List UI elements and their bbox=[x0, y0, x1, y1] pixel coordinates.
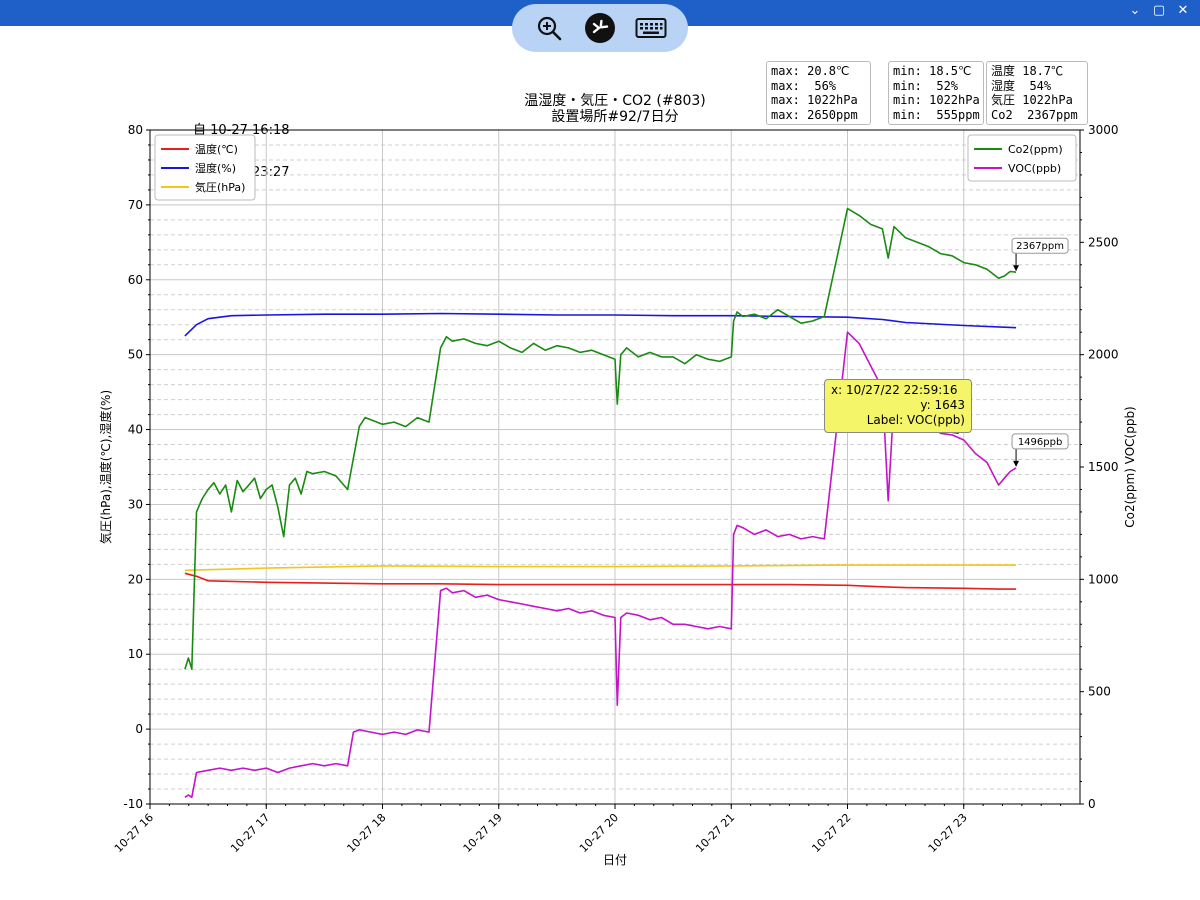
keyboard-icon[interactable] bbox=[633, 10, 669, 46]
y-tick-right-label: 3000 bbox=[1088, 123, 1119, 137]
annotation-layer: 2367ppm 1496ppb bbox=[910, 237, 1069, 467]
annotation-box bbox=[1011, 433, 1069, 450]
y-tick-right-label: 500 bbox=[1088, 685, 1111, 699]
series-line bbox=[184, 564, 1017, 572]
tooltip-label: Label: VOC(ppb) bbox=[866, 413, 965, 427]
y-tick-right-label: 1500 bbox=[1088, 460, 1119, 474]
maximize-icon[interactable]: ▢ bbox=[1152, 3, 1166, 18]
y-tick-left-label: 0 bbox=[135, 722, 143, 736]
legend-layer: 温度(℃) 湿度(%) 気圧(hPa) Co2(ppm) VOC(ppb) bbox=[154, 134, 1077, 201]
grid bbox=[150, 130, 1080, 804]
stats-min-box: min: 18.5℃ min: 52% min: 1022hPa min: 55… bbox=[888, 61, 984, 125]
annotation-label: 1496ppb bbox=[1018, 437, 1063, 448]
x-tick-label: 10-27 21 bbox=[693, 811, 737, 855]
legend-left-label: 湿度(%) bbox=[195, 161, 236, 175]
chart-title: 温湿度・気圧・CO2 (#803) 設置場所#92/7日分 bbox=[480, 93, 750, 125]
series-line bbox=[184, 312, 1017, 337]
legend-right-label: VOC(ppb) bbox=[1008, 162, 1061, 175]
chart-title-line1: 温湿度・気圧・CO2 (#803) bbox=[524, 93, 706, 109]
y-tick-left-label: 20 bbox=[128, 572, 143, 586]
chart-title-line2: 設置場所#92/7日分 bbox=[551, 109, 679, 125]
y-tick-right-label: 2000 bbox=[1088, 348, 1119, 362]
tooltip-x: x: 10/27/22 22:59:16 bbox=[831, 383, 958, 397]
x-tick-label: 10-27 20 bbox=[577, 811, 621, 855]
x-tick-label: 10-27 16 bbox=[112, 811, 156, 855]
y-tick-left-label: 80 bbox=[128, 123, 143, 137]
x-axis-label: 日付 bbox=[603, 853, 627, 867]
remote-desktop-icon[interactable] bbox=[582, 10, 618, 46]
window-controls: ⌄ ▢ ✕ bbox=[1128, 3, 1190, 18]
annotation-box bbox=[1011, 237, 1069, 254]
annotation-label: 2367ppm bbox=[1016, 241, 1064, 252]
legend-left-box bbox=[154, 134, 256, 201]
stats-max-box: max: 20.8℃ max: 56% max: 1022hPa max: 26… bbox=[766, 61, 871, 125]
stats-current-box: 温度 18.7℃ 湿度 54% 気圧 1022hPa Co2 2367ppm bbox=[986, 61, 1088, 125]
legend-right-box bbox=[967, 134, 1077, 182]
y-tick-right-label: 0 bbox=[1088, 797, 1096, 811]
y-tick-left-label: 70 bbox=[128, 198, 143, 212]
legend-left-label: 温度(℃) bbox=[195, 142, 238, 156]
x-tick-label: 10-27 22 bbox=[809, 811, 853, 855]
y-tick-right-label: 2500 bbox=[1088, 235, 1119, 249]
remote-toolbar bbox=[512, 4, 688, 52]
x-tick-label: 10-27 19 bbox=[461, 811, 505, 855]
series-line bbox=[184, 331, 1017, 799]
y-tick-right-label: 1000 bbox=[1088, 572, 1119, 586]
minimize-icon[interactable]: ⌄ bbox=[1129, 3, 1141, 18]
series-line bbox=[184, 207, 1017, 671]
legend-left-label: 気圧(hPa) bbox=[195, 180, 245, 194]
annotation-arrowhead bbox=[1013, 460, 1020, 467]
close-icon[interactable]: ✕ bbox=[1177, 3, 1189, 18]
y-tick-left-label: 30 bbox=[128, 497, 143, 511]
annotation-arrowhead bbox=[1013, 265, 1020, 272]
tooltip-y: y: 1643 bbox=[920, 398, 965, 412]
chart-tooltip: x: 10/27/22 22:59:16 y: 1643 Label: VOC(… bbox=[824, 379, 972, 433]
y-axis-label-right: Co2(ppm) VOC(ppb) bbox=[1123, 406, 1137, 528]
series-line bbox=[184, 572, 1017, 590]
zoom-in-icon[interactable] bbox=[531, 10, 567, 46]
x-tick-label: 10-27 18 bbox=[344, 811, 388, 855]
x-tick-label: 10-27 17 bbox=[228, 811, 272, 855]
y-axis-label-left: 気圧(hPa),温度(℃),湿度(%) bbox=[98, 390, 113, 544]
y-tick-left-label: 10 bbox=[128, 647, 143, 661]
x-tick-label: 10-27 23 bbox=[926, 811, 970, 855]
y-tick-left-label: -10 bbox=[123, 797, 143, 811]
y-tick-left-label: 50 bbox=[128, 348, 143, 362]
y-tick-left-label: 60 bbox=[128, 273, 143, 287]
legend-right-label: Co2(ppm) bbox=[1008, 143, 1063, 156]
series-layer bbox=[184, 207, 1017, 799]
y-tick-left-label: 40 bbox=[128, 423, 143, 437]
